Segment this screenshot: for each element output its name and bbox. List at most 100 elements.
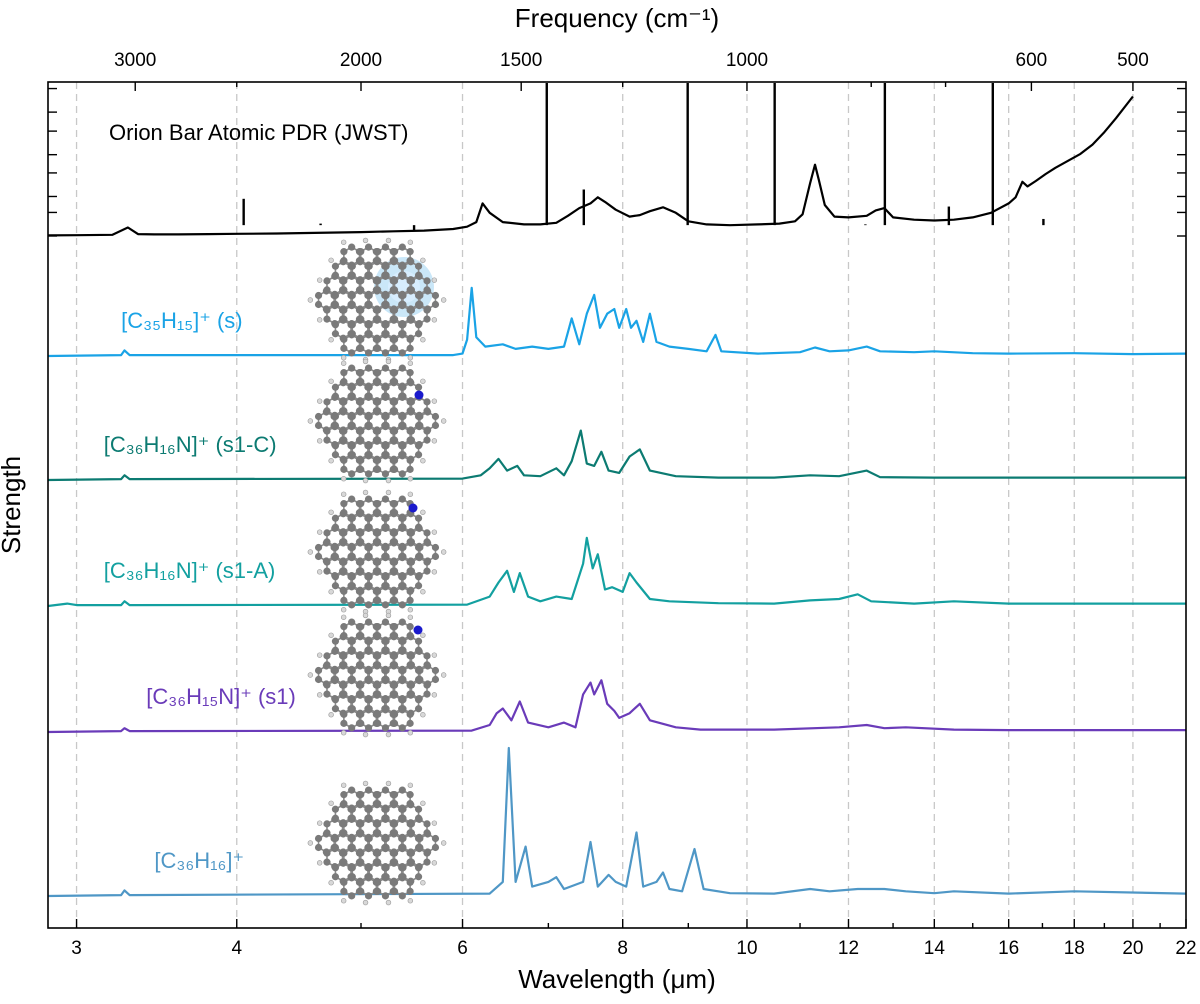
carbon-atom (348, 724, 356, 732)
carbon-atom (331, 383, 340, 391)
carbon-atom (399, 705, 407, 713)
carbon-atom (406, 623, 414, 631)
carbon-atom (331, 514, 340, 522)
carbon-atom (314, 834, 323, 843)
carbon-atom (381, 364, 390, 372)
carbon-atom (348, 392, 356, 400)
carbon-atom (381, 349, 390, 357)
molecule-s1c-icon (307, 358, 447, 484)
carbon-atom (390, 829, 399, 837)
carbon-atom (416, 291, 424, 300)
carbon-atom (314, 291, 323, 300)
hydrogen-atom (407, 730, 414, 736)
carbon-atom (414, 637, 423, 645)
carbon-atom (382, 523, 390, 531)
carbon-atom (348, 300, 356, 309)
carbon-atom (406, 465, 414, 473)
carbon-atom (399, 666, 407, 675)
carbon-atom (382, 646, 390, 654)
hydrogen-atom (328, 712, 334, 718)
carbon-atom (407, 306, 416, 314)
carbon-atom (364, 495, 373, 503)
carbon-atom (399, 582, 407, 590)
carbon-atom (340, 369, 348, 377)
carbon-atom (340, 710, 348, 718)
carbon-atom (348, 470, 356, 478)
carbon-atom (357, 529, 365, 537)
carbon-atom (415, 863, 423, 871)
carbon-atom (357, 849, 365, 857)
carbon-atom (399, 552, 407, 561)
carbon-atom (365, 271, 373, 279)
carbon-atom (416, 834, 424, 843)
carbon-atom (314, 675, 323, 684)
carbon-atom (365, 552, 373, 561)
carbon-atom (406, 887, 414, 895)
carbon-atom (390, 719, 399, 727)
hydrogen-atom (340, 355, 347, 361)
carbon-atom (390, 858, 399, 866)
carbon-atom (365, 805, 373, 813)
carbon-atom (382, 514, 390, 522)
carbon-atom (423, 652, 431, 660)
spectrum-label-5: [C₃₆H₁₆]⁺ (154, 848, 244, 873)
carbon-atom (314, 552, 323, 561)
carbon-atom (414, 262, 423, 270)
carbon-atom (357, 632, 365, 640)
carbon-atom (390, 820, 399, 828)
carbon-atom (348, 786, 356, 794)
carbon-atom (331, 834, 340, 843)
hydrogen-atom (328, 880, 334, 886)
carbon-atom (323, 398, 331, 406)
carbon-atom (399, 864, 407, 872)
hydrogen-atom (420, 378, 426, 384)
carbon-atom (414, 383, 423, 391)
carbon-atom (415, 272, 423, 280)
carbon-atom (390, 690, 399, 698)
hydrogen-atom (307, 672, 314, 678)
carbon-atom (357, 661, 365, 669)
carbon-atom (423, 858, 431, 866)
carbon-atom (340, 538, 348, 546)
hydrogen-atom (420, 712, 426, 718)
carbon-atom (374, 509, 382, 517)
carbon-atom (423, 398, 431, 406)
top-tick-label: 3000 (114, 50, 156, 71)
carbon-atom (399, 392, 407, 400)
carbon-atom (323, 661, 331, 669)
hydrogen-atom (340, 607, 347, 613)
hydrogen-atom (385, 780, 392, 787)
molecule-structures (307, 237, 447, 906)
carbon-atom (374, 690, 382, 698)
carbon-atom (416, 300, 424, 309)
carbon-atom (348, 291, 356, 300)
hydrogen-atom (307, 297, 314, 303)
carbon-atom (416, 421, 424, 430)
carbon-atom (365, 666, 373, 675)
carbon-atom (390, 509, 399, 517)
carbon-atom (365, 873, 373, 881)
carbon-atom (424, 426, 432, 434)
x-tick-label: 10 (736, 938, 757, 959)
carbon-atom (340, 500, 348, 508)
carbon-atom (399, 814, 407, 822)
x-tick-label: 12 (838, 938, 859, 959)
carbon-atom (374, 306, 382, 314)
carbon-atom (390, 306, 399, 314)
carbon-atom (374, 427, 382, 435)
carbon-atom (357, 436, 365, 444)
carbon-atom (390, 286, 399, 294)
carbon-atom (390, 344, 399, 352)
carbon-atom (381, 724, 390, 732)
carbon-atom (431, 300, 440, 309)
carbon-atom (357, 378, 365, 386)
carbon-atom (364, 724, 373, 732)
carbon-atom (340, 509, 348, 517)
x-tick-label: 20 (1122, 938, 1143, 959)
hydrogen-atom (362, 612, 369, 619)
carbon-atom (374, 878, 382, 886)
carbon-atom (399, 262, 407, 270)
ticks-layer: 3 4 6 8 10 12 14 16 18 20 22 3000 2000 1500 1000 600 500 (48, 50, 1197, 959)
x-tick-label: 4 (231, 938, 242, 959)
